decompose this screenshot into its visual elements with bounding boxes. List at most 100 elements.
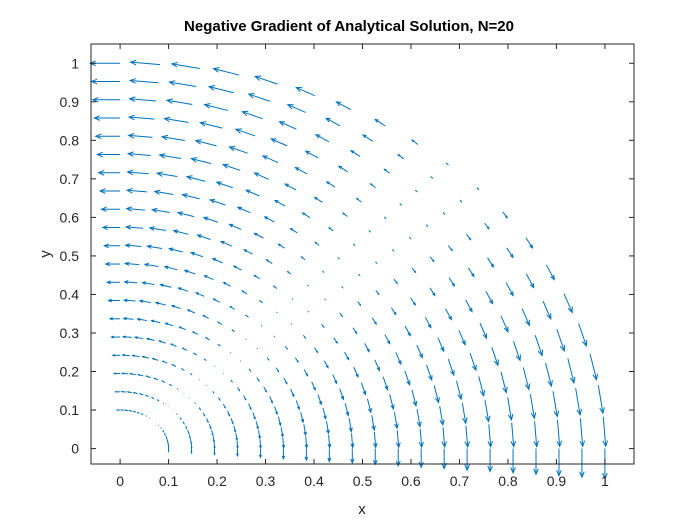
quiver-arrow bbox=[375, 290, 380, 296]
quiver-arrow bbox=[390, 307, 397, 316]
quiver-arrow bbox=[371, 415, 376, 432]
quiver-arrow bbox=[140, 413, 144, 416]
quiver-arrow bbox=[217, 321, 223, 326]
quiver-arrow bbox=[283, 377, 288, 385]
quiver-arrow bbox=[164, 432, 166, 437]
quiver-arrow bbox=[150, 319, 161, 324]
quiver-arrow bbox=[404, 325, 411, 337]
quiver-arrow bbox=[284, 183, 297, 191]
quiver-arrow bbox=[230, 379, 233, 383]
quiver-arrow bbox=[119, 409, 125, 411]
quiver-arrow bbox=[213, 448, 216, 456]
quiver-arrow bbox=[256, 347, 259, 350]
x-tick-label: 0.5 bbox=[353, 473, 373, 489]
quiver-arrow bbox=[389, 394, 395, 411]
quiver-arrow bbox=[161, 380, 166, 384]
quiver-arrow bbox=[230, 418, 234, 425]
quiver-arrow bbox=[487, 448, 493, 473]
quiver-arrow bbox=[252, 412, 256, 421]
quiver-arrow bbox=[295, 400, 300, 411]
quiver-arrow bbox=[105, 280, 121, 285]
quiver-arrow bbox=[314, 347, 319, 354]
quiver-arrow bbox=[227, 410, 231, 417]
quiver-arrow bbox=[445, 308, 453, 321]
quiver-arrow bbox=[114, 390, 121, 393]
quiver-arrow bbox=[190, 448, 193, 455]
quiver-arrow bbox=[208, 424, 212, 430]
quiver-arrow bbox=[458, 330, 466, 346]
quiver-arrow bbox=[602, 416, 609, 448]
quiver-arrow bbox=[352, 243, 356, 247]
quiver-arrow bbox=[502, 211, 508, 219]
quiver-arrow bbox=[325, 421, 330, 435]
x-tick-label: 0.9 bbox=[547, 473, 567, 489]
quiver-arrow bbox=[289, 227, 298, 234]
quiver-arrow bbox=[304, 448, 309, 462]
quiver-arrow bbox=[525, 273, 535, 289]
quiver-arrow bbox=[222, 403, 226, 409]
quiver-arrow bbox=[341, 212, 348, 217]
quiver-arrow bbox=[151, 357, 159, 361]
quiver-arrow bbox=[100, 206, 121, 212]
quiver-arrow bbox=[374, 359, 380, 372]
quiver-arrow bbox=[277, 416, 282, 427]
quiver-arrow bbox=[328, 226, 334, 232]
quiver-arrow bbox=[243, 249, 253, 255]
quiver-arrow bbox=[418, 428, 424, 449]
quiver-arrow bbox=[270, 138, 288, 147]
quiver-arrow bbox=[505, 282, 514, 297]
quiver-arrow bbox=[124, 243, 142, 248]
quiver-arrow bbox=[170, 304, 181, 310]
quiver-arrow bbox=[513, 341, 521, 362]
quiver-arrow bbox=[188, 434, 191, 440]
quiver-arrow bbox=[506, 247, 514, 259]
quiver-arrow bbox=[248, 403, 252, 411]
plot-area bbox=[91, 44, 634, 464]
quiver-arrow bbox=[131, 354, 140, 358]
quiver-arrow bbox=[206, 418, 209, 424]
quiver-arrow bbox=[165, 435, 168, 440]
quiver-arrow bbox=[266, 357, 270, 361]
quiver-arrow bbox=[307, 310, 310, 313]
quiver-arrow bbox=[123, 261, 140, 266]
quiver-arrow bbox=[207, 85, 234, 94]
quiver-arrow bbox=[103, 243, 121, 249]
quiver-arrow bbox=[567, 358, 576, 385]
quiver-arrow bbox=[123, 280, 138, 285]
quiver-arrow bbox=[145, 337, 155, 341]
quiver-arrow bbox=[122, 298, 136, 303]
quiver-arrow bbox=[199, 121, 223, 129]
quiver-arrow bbox=[127, 114, 155, 121]
quiver-arrow bbox=[416, 344, 423, 359]
quiver-arrow bbox=[442, 212, 446, 215]
quiver-arrow bbox=[500, 371, 508, 394]
quiver-arrow bbox=[153, 377, 159, 381]
quiver-arrow bbox=[301, 212, 311, 219]
quiver-arrow bbox=[339, 312, 343, 318]
quiver-arrow bbox=[393, 412, 399, 430]
quiver-arrow bbox=[395, 352, 402, 366]
quiver-arrow bbox=[158, 153, 182, 160]
quiver-arrow bbox=[244, 189, 260, 197]
quiver-arrow bbox=[172, 229, 189, 235]
quiver-arrow bbox=[235, 433, 238, 442]
quiver-arrow bbox=[176, 413, 178, 415]
quiver-arrow bbox=[294, 357, 299, 364]
quiver-arrow bbox=[247, 93, 271, 102]
quiver-arrow bbox=[213, 442, 216, 450]
quiver-arrow bbox=[272, 285, 278, 289]
quiver-arrow bbox=[484, 400, 491, 423]
quiver-arrow bbox=[459, 199, 463, 203]
quiver-arrow bbox=[155, 171, 178, 178]
quiver-arrow bbox=[245, 338, 247, 341]
quiver-arrow bbox=[129, 59, 161, 66]
quiver-arrow bbox=[122, 317, 134, 321]
quiver-arrow bbox=[237, 387, 241, 392]
quiver-arrow bbox=[189, 251, 204, 258]
quiver-arrow bbox=[128, 96, 157, 102]
quiver-arrow bbox=[327, 448, 332, 463]
quiver-arrow bbox=[339, 388, 345, 401]
quiver-arrow bbox=[325, 117, 341, 127]
quiver-arrow bbox=[364, 343, 370, 353]
quiver-arrow bbox=[209, 199, 226, 206]
